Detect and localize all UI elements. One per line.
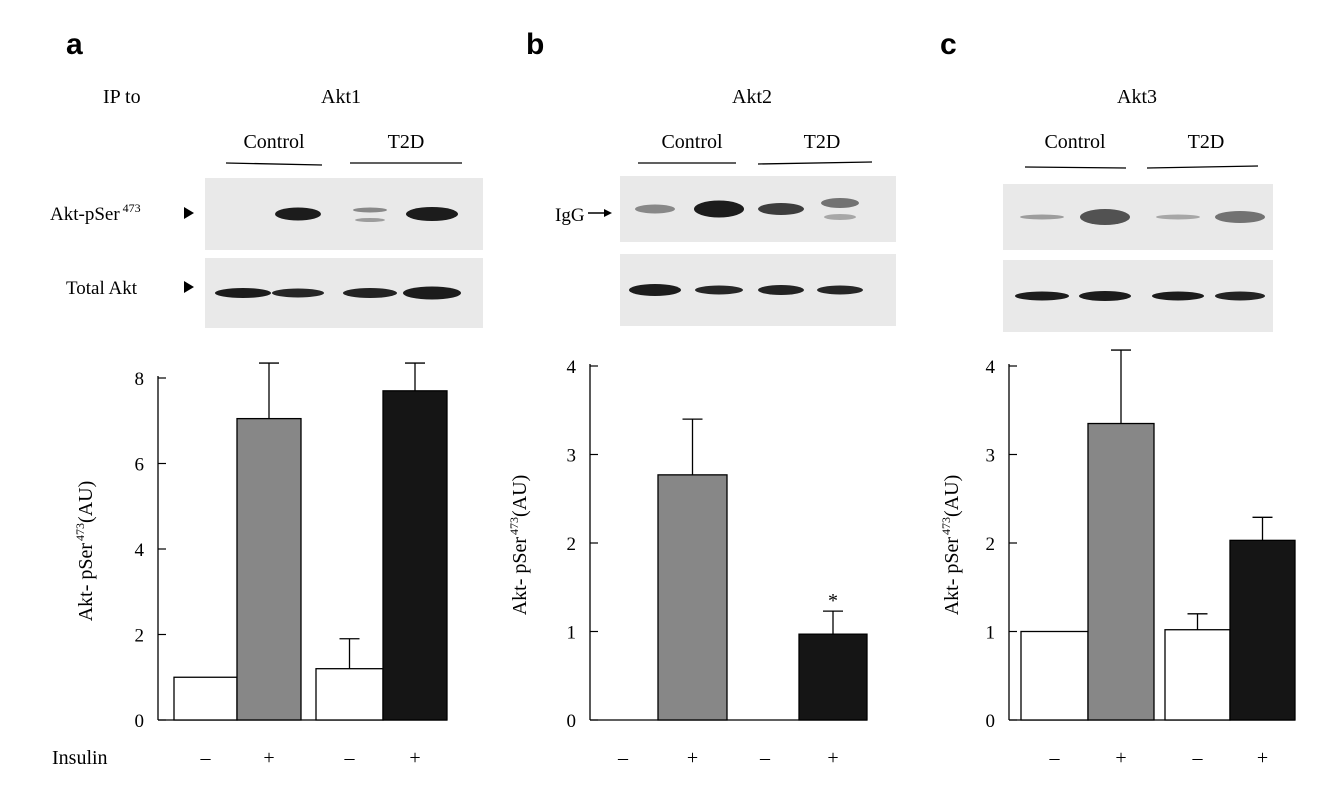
group-label-control-a: Control: [243, 131, 305, 153]
blot-band-bot-a-3: [403, 286, 461, 300]
blot-band-top-a-2: [355, 218, 385, 222]
group-label-t2d-b: T2D: [804, 131, 841, 153]
blot-band-top-a-3: [406, 207, 458, 221]
y-axis-label-c: Akt- pSer473(AU): [939, 475, 963, 616]
bar-a-3: [382, 390, 448, 721]
igg-band-label: IgG: [555, 205, 585, 226]
igg-arrow-icon: [588, 209, 612, 217]
underline-control-c: [1024, 166, 1127, 169]
blot-band-top-c-1: [1080, 209, 1130, 225]
phospho-arrow-icon: [171, 207, 194, 219]
blot-band-bot-c-3: [1215, 291, 1265, 301]
y-tick-label-a-0: 0: [135, 711, 145, 732]
y-axis-label-a: Akt- pSer473(AU): [73, 481, 97, 622]
bar-chart-akt1: 0 2 4 6 8 Akt- pSer473(AU) – + – +: [73, 362, 448, 769]
bar-c-3: [1229, 539, 1296, 721]
isoform-title-akt3: Akt3: [1117, 86, 1157, 108]
blot-band-bot-c-0: [1015, 291, 1069, 301]
insulin-plus-label-b-3: +: [827, 747, 838, 769]
blot-band-top-b-1: [694, 200, 744, 218]
group-label-t2d-c: T2D: [1188, 131, 1225, 153]
blot-band-bot-b-2: [758, 285, 804, 295]
bar-b-3: [798, 633, 868, 721]
y-tick-label-b-2: 2: [567, 534, 577, 555]
bar-c-2: [1164, 629, 1231, 721]
y-tick-label-c-1: 1: [986, 623, 996, 644]
y-tick-label-a-4: 8: [135, 369, 145, 390]
blot-band-top-b-0: [635, 204, 675, 214]
insulin-plus-label-c-1: +: [1115, 747, 1126, 769]
bar-c-1: [1087, 422, 1155, 721]
y-tick-label-b-3: 3: [567, 446, 577, 467]
total-arrow-icon: [171, 281, 194, 293]
bar-a-2: [315, 668, 384, 721]
y-tick-label-a-2: 4: [135, 540, 145, 561]
panel-letter-a: a: [66, 28, 83, 61]
blot-band-top-c-2: [1156, 214, 1200, 220]
blot-band-top-a-0: [275, 207, 321, 221]
group-label-t2d-a: T2D: [388, 131, 425, 153]
underline-control-a: [225, 162, 323, 166]
y-tick-label-a-3: 6: [135, 455, 145, 476]
bar-a-0: [173, 676, 238, 721]
bar-chart-akt3: 0 1 2 3 4 Akt- pSer473(AU) – + – +: [939, 349, 1296, 769]
y-tick-label-c-4: 4: [986, 357, 996, 378]
underline-t2d-c: [1146, 165, 1259, 169]
group-label-control-c: Control: [1044, 131, 1106, 153]
significance-asterisk-b: *: [828, 590, 838, 612]
blot-band-top-c-0: [1020, 214, 1064, 220]
insulin-plus-label-c-3: +: [1257, 747, 1268, 769]
insulin-minus-label-a-0: –: [200, 747, 212, 769]
blot-band-bot-c-1: [1079, 291, 1131, 301]
blot-band-bot-c-2: [1152, 291, 1204, 301]
ip-row-label: IP to: [103, 86, 141, 108]
total-band-label: Total Akt: [66, 278, 138, 299]
blot-band-bot-a-1: [272, 288, 324, 298]
insulin-minus-label-c-2: –: [1192, 747, 1204, 769]
group-underlines: [225, 161, 1259, 169]
blot-band-bot-b-3: [817, 285, 863, 295]
y-tick-label-b-4: 4: [567, 357, 577, 378]
bar-chart-akt2: 0 1 2 3 4 Akt- pSer473(AU) – + – + *: [507, 357, 868, 769]
blot-band-top-b-3: [821, 198, 859, 208]
y-tick-label-b-0: 0: [567, 711, 577, 732]
y-axis-label-b: Akt- pSer473(AU): [507, 475, 531, 616]
bar-a-1: [236, 417, 302, 721]
insulin-minus-label-c-0: –: [1049, 747, 1061, 769]
y-tick-label-b-1: 1: [567, 623, 577, 644]
blot-band-top-a-1: [353, 207, 387, 213]
y-tick-label-c-2: 2: [986, 534, 996, 555]
y-tick-label-a-1: 2: [135, 626, 145, 647]
insulin-minus-label-b-0: –: [617, 747, 629, 769]
phospho-band-label: Akt-pSer 473: [50, 201, 141, 225]
blot-band-bot-b-0: [629, 284, 681, 296]
group-label-control-b: Control: [661, 131, 723, 153]
panel-letter-b: b: [526, 28, 544, 61]
blot-band-bot-a-2: [343, 288, 397, 298]
insulin-plus-label-b-1: +: [687, 747, 698, 769]
blot-band-bot-b-1: [695, 285, 743, 295]
underline-t2d-b: [757, 161, 873, 165]
insulin-minus-label-b-2: –: [759, 747, 771, 769]
insulin-plus-label-a-1: +: [263, 747, 274, 769]
bar-c-0: [1020, 630, 1089, 721]
insulin-minus-label-a-2: –: [344, 747, 356, 769]
y-tick-label-c-3: 3: [986, 446, 996, 467]
insulin-row-label: Insulin: [52, 747, 108, 769]
panel-letter-c: c: [940, 28, 957, 61]
bar-b-1: [657, 474, 728, 721]
insulin-plus-label-a-3: +: [409, 747, 420, 769]
y-tick-label-c-0: 0: [986, 711, 996, 732]
blot-band-top-b-2: [758, 203, 804, 215]
blot-images: [205, 176, 1273, 332]
isoform-title-akt1: Akt1: [321, 86, 361, 108]
isoform-title-akt2: Akt2: [732, 86, 772, 108]
blot-band-top-b-4: [824, 214, 856, 220]
blot-band-top-c-3: [1215, 211, 1265, 223]
blot-band-bot-a-0: [215, 288, 271, 298]
